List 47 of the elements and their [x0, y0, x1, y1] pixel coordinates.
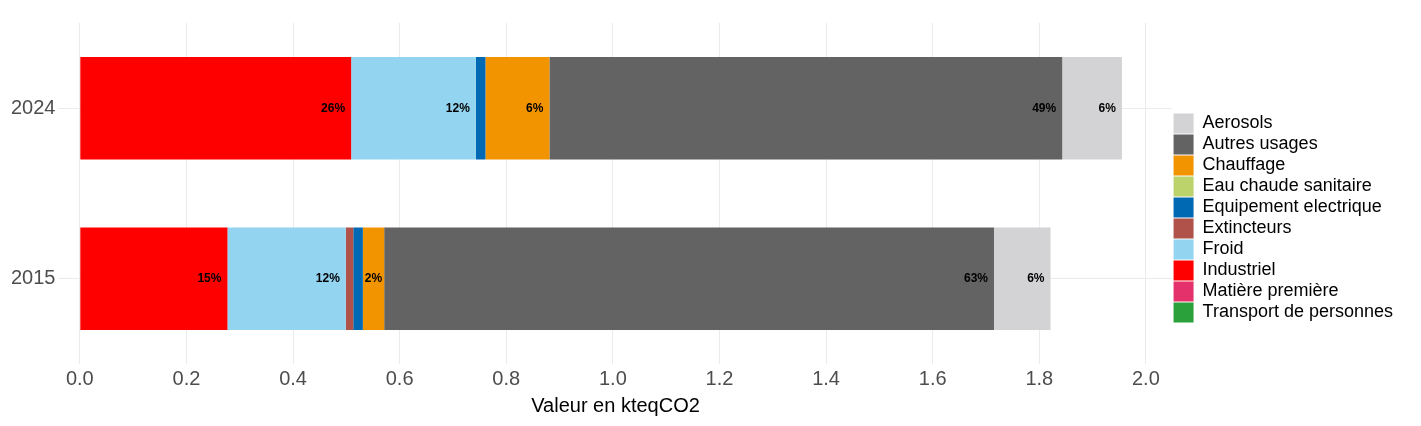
- bar: [227, 227, 346, 330]
- x-tick-label: 0.4: [279, 366, 307, 389]
- bar: [362, 227, 385, 330]
- legend-label: Matière première: [1202, 280, 1339, 301]
- bar: [485, 57, 550, 160]
- x-tick-label: 1.4: [812, 366, 840, 389]
- legend-label: Transport de personnes: [1202, 301, 1394, 322]
- annotation: 49%: [1032, 100, 1057, 115]
- x-tick-label: 1.8: [1025, 366, 1054, 389]
- x-tick-label: 1.6: [918, 366, 947, 389]
- x-axis-title: Valeur en kteqCO2: [531, 393, 700, 416]
- annotation: 6%: [1098, 100, 1117, 115]
- bar: [475, 57, 486, 160]
- x-tick-label: 2.0: [1132, 366, 1160, 389]
- bar: [384, 227, 994, 330]
- legend-label: Chauffage: [1202, 154, 1286, 175]
- legend-label: Industriel: [1202, 259, 1276, 280]
- legend-label: Extincteurs: [1202, 217, 1292, 238]
- annotation: 12%: [445, 100, 471, 115]
- legend-label: Froid: [1202, 238, 1244, 259]
- x-tick-label: 1.0: [598, 366, 627, 389]
- bar: [345, 227, 354, 330]
- annotation: 6%: [526, 100, 544, 115]
- legend-label: Autres usages: [1202, 133, 1318, 154]
- bar: [80, 57, 352, 160]
- annotation: 63%: [963, 271, 989, 286]
- bar: [1062, 57, 1122, 160]
- annotation: 6%: [1027, 271, 1045, 286]
- annotation: 12%: [315, 271, 341, 286]
- x-tick-label: 0.2: [172, 366, 201, 389]
- bar: [549, 57, 1063, 160]
- annotation: 26%: [321, 100, 346, 115]
- legend-label: Equipement electrique: [1202, 196, 1382, 217]
- x-tick-label: 0.6: [385, 366, 414, 389]
- bar: [351, 57, 476, 160]
- annotation: 2%: [364, 271, 383, 286]
- bar: [80, 227, 228, 330]
- x-tick-label: 0.8: [492, 366, 521, 389]
- bar: [353, 227, 363, 330]
- x-tick-label: 0.0: [65, 366, 94, 389]
- legend-label: Eau chaude sanitaire: [1202, 175, 1372, 196]
- legend-label: Aerosols: [1202, 112, 1273, 133]
- x-tick-label: 1.2: [705, 366, 734, 389]
- y-tick-label: 2024: [10, 95, 56, 118]
- bar: [993, 227, 1051, 330]
- annotation: 15%: [197, 271, 222, 286]
- y-tick-label: 2015: [10, 266, 56, 289]
